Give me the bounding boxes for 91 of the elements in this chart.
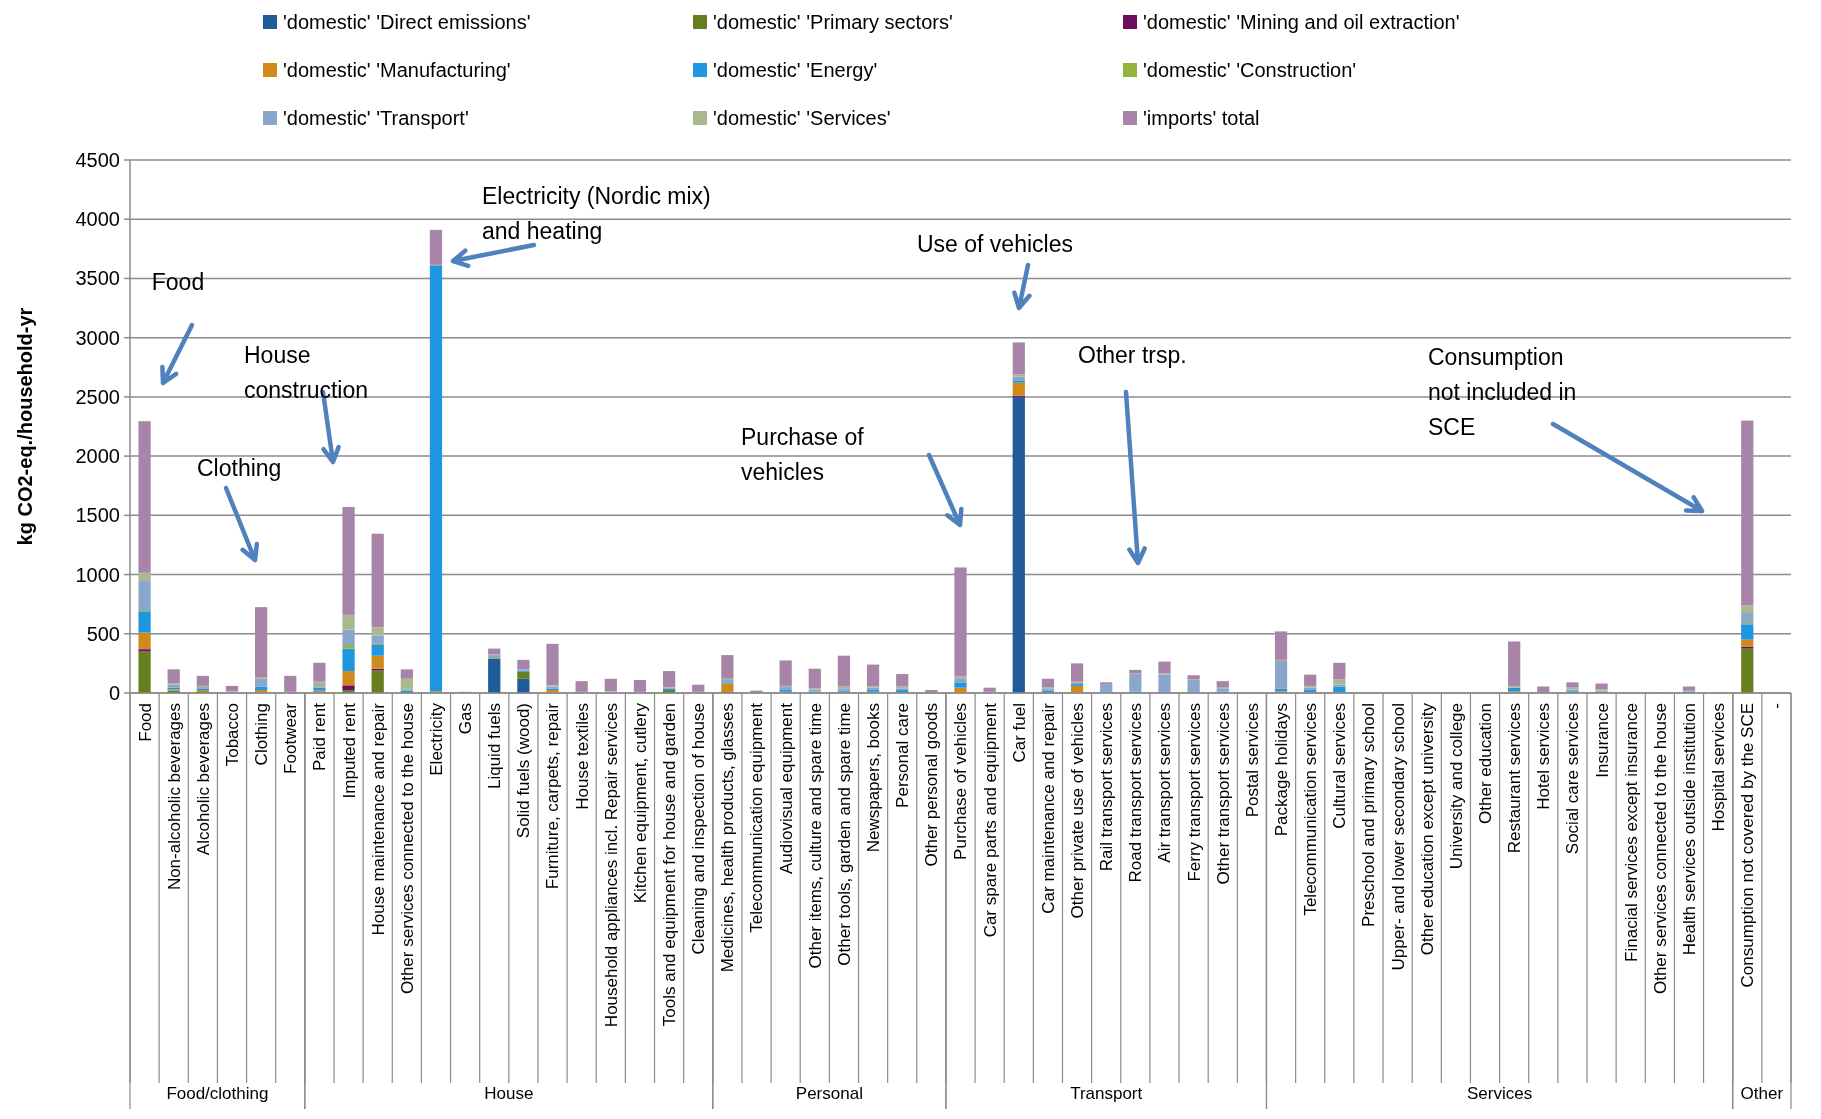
- x-tick-label: Rail transport services: [1097, 703, 1117, 872]
- x-tick-label: Purchase of vehicles: [951, 703, 971, 860]
- x-tick-label: Solid fuels (wood): [514, 703, 534, 839]
- x-tick-label: Furniture, carpets, repair: [543, 702, 563, 890]
- annotation: House construction: [244, 342, 369, 403]
- x-tick-label: Other services connected to the house: [397, 703, 417, 995]
- x-tick-label: Medicines, health products, glasses: [718, 703, 738, 973]
- y-axis-title: kg CO2-eq./household-yr: [14, 307, 36, 546]
- x-tick-label: Other items, culture and spare time: [805, 703, 825, 969]
- legend-label: 'domestic' 'Energy': [713, 59, 878, 81]
- annotation: Food: [151, 269, 205, 295]
- y-tick-label: 2000: [75, 445, 120, 468]
- x-tick-label: Postal services: [1242, 703, 1262, 818]
- x-tick-label: Other education: [1475, 703, 1495, 824]
- x-tick-label: Cleaning and inspection of house: [689, 703, 709, 955]
- x-tick-label: House maintenance and repair: [368, 702, 388, 936]
- y-tick-label: 3500: [75, 267, 120, 290]
- annotation: Clothing: [197, 455, 282, 481]
- y-tick-label: 4000: [75, 208, 120, 231]
- x-tick-label: Road transport services: [1126, 703, 1146, 883]
- text: Other: [1740, 1084, 1784, 1103]
- x-tick-label: Tools and equipment for house and garden: [660, 703, 680, 1027]
- text: Transport: [1070, 1084, 1143, 1103]
- x-tick-label: Household appliances incl. Repair services: [601, 703, 621, 1028]
- annotation: Electricity (Nordic mix) and heating: [482, 183, 711, 244]
- x-tick-label: Imputed rent: [339, 702, 359, 799]
- x-tick-label: Clothing: [252, 703, 272, 766]
- annotation: Other trsp.: [1078, 342, 1187, 368]
- x-tick-label: Personal care: [893, 703, 913, 808]
- x-tick-label: Consumption not covered by the SCE: [1738, 703, 1758, 988]
- x-tick-label: Insurance: [1592, 703, 1612, 778]
- x-tick-label: Footwear: [281, 702, 301, 774]
- x-tick-label: Package holidays: [1271, 703, 1291, 837]
- y-tick-label: 500: [86, 622, 120, 645]
- x-tick-label: Other tools, garden and spare time: [834, 703, 854, 966]
- x-tick-label: Gas: [456, 703, 476, 735]
- x-tick-label: Car spare parts and equipment: [980, 702, 1000, 938]
- y-tick-label: 1500: [75, 504, 120, 527]
- legend-label: 'domestic' 'Direct emissions': [283, 11, 531, 33]
- x-tick-label: Upper- and lower secondary school: [1388, 703, 1408, 971]
- legend-label: 'domestic' 'Construction': [1143, 59, 1357, 81]
- annotation: Use of vehicles: [917, 231, 1073, 257]
- legend-label: 'domestic' 'Mining and oil extraction': [1143, 11, 1460, 33]
- x-tick-label: Kitchen equipment, cutlery: [630, 702, 650, 904]
- x-tick-label: Ferry transport services: [1184, 703, 1204, 882]
- y-tick-label: 4500: [75, 149, 120, 171]
- x-tick-label: Liquid fuels: [485, 703, 505, 790]
- x-tick-label: Finacial services except insurance: [1621, 703, 1641, 962]
- y-tick-label: 0: [108, 682, 120, 704]
- x-tick-label: Social care services: [1563, 703, 1583, 855]
- x-tick-label: Other transport services: [1213, 703, 1233, 885]
- annotation: Consumption not included in SCE: [1428, 344, 1577, 440]
- x-tick-label: Telecommunication equipment: [747, 702, 767, 933]
- y-tick-label: 3000: [75, 326, 120, 349]
- x-tick-label: Other services connected to the house: [1650, 703, 1670, 995]
- legend-label: 'imports' total: [1143, 107, 1260, 129]
- x-tick-label: Hotel services: [1534, 703, 1554, 810]
- x-tick-label: Cultural services: [1330, 703, 1350, 829]
- text: Services: [1467, 1084, 1533, 1103]
- x-tick-label: Tobacco: [222, 703, 242, 767]
- x-tick-label: Audiovisual equipment: [776, 702, 796, 875]
- x-tick-label: Car fuel: [1009, 703, 1029, 763]
- y-tick-label: 2500: [75, 385, 120, 408]
- x-tick-label: -: [1767, 703, 1787, 709]
- x-tick-label: Preschool and primary school: [1359, 703, 1379, 927]
- x-tick-label: Newspapers, books: [864, 703, 884, 853]
- x-tick-label: Other private use of vehicles: [1068, 703, 1088, 919]
- x-tick-label: Food: [135, 703, 155, 742]
- x-tick-label: Air transport services: [1155, 703, 1175, 863]
- x-tick-label: University and college: [1446, 703, 1466, 870]
- x-tick-label: Restaurant services: [1505, 703, 1525, 854]
- x-tick-label: Telecommunication services: [1301, 703, 1321, 916]
- x-tick-label: Non-alcoholic beverages: [164, 703, 184, 891]
- legend-label: 'domestic' 'Transport': [283, 107, 469, 129]
- legend-label: 'domestic' 'Manufacturing': [283, 59, 511, 81]
- y-tick-label: 1000: [75, 563, 120, 586]
- text: Food/clothing: [166, 1084, 269, 1103]
- x-tick-label: Electricity: [426, 702, 446, 776]
- text: House: [484, 1084, 534, 1103]
- annotation: Purchase of vehicles: [741, 424, 865, 485]
- x-tick-label: Hospital services: [1709, 703, 1729, 832]
- x-tick-label: Health services outside institution: [1679, 703, 1699, 956]
- text: Personal: [795, 1084, 863, 1103]
- x-tick-label: Paid rent: [310, 702, 330, 772]
- legend-label: 'domestic' 'Primary sectors': [713, 11, 953, 33]
- x-tick-label: Other personal goods: [922, 703, 942, 867]
- x-tick-label: Alcoholic beverages: [193, 703, 213, 856]
- legend-label: 'domestic' 'Services': [713, 107, 891, 129]
- x-tick-label: Other education except university: [1417, 702, 1437, 956]
- x-tick-label: Car maintenance and repair: [1038, 702, 1058, 914]
- x-tick-label: House textiles: [572, 703, 592, 810]
